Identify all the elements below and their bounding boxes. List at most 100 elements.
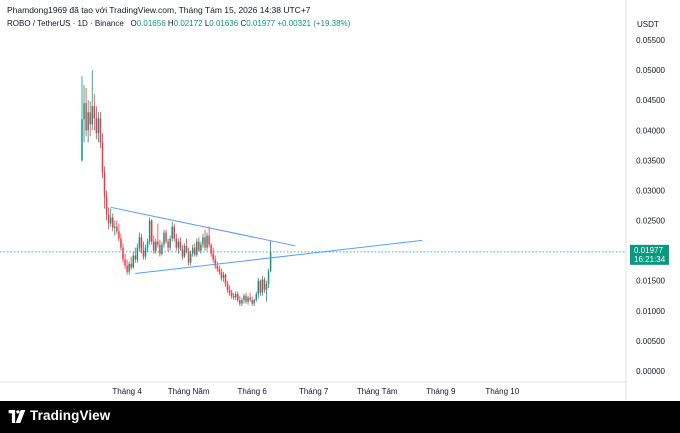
candle-body — [167, 241, 169, 248]
y-tick-label: 0.03000 — [636, 186, 665, 195]
currency-label[interactable]: USDT — [637, 20, 659, 29]
candle-body — [202, 237, 204, 245]
y-tick-label: 0.04500 — [636, 96, 665, 105]
close-label: C — [240, 19, 247, 28]
candle-body — [261, 279, 264, 293]
candle-body — [257, 280, 260, 294]
candle-body — [198, 241, 200, 251]
change-value: +0.00321 (+19.38%) — [277, 19, 351, 28]
candle-body — [87, 112, 89, 131]
candle-body — [157, 241, 159, 245]
candle-body — [136, 247, 139, 260]
symbol-label[interactable]: ROBO / TetherUS · 1D · Binance — [7, 19, 124, 28]
x-tick-label: Tháng Tám — [357, 387, 398, 396]
candle-body — [142, 250, 145, 257]
candle-body — [239, 299, 241, 304]
x-tick-label: Tháng 9 — [426, 387, 456, 396]
candle-body — [150, 220, 153, 242]
candle-body — [255, 293, 257, 300]
x-tick-label: Tháng Năm — [168, 387, 210, 396]
candle-body — [181, 249, 184, 257]
candle-body — [97, 118, 100, 134]
candle-body — [161, 244, 163, 254]
candle-body — [267, 271, 270, 284]
x-tick-label: Tháng 6 — [237, 387, 267, 396]
high-value: 0.02172 — [173, 19, 203, 28]
candle-body — [185, 245, 188, 252]
y-tick-label: 0.01500 — [636, 277, 665, 286]
trendline — [135, 239, 423, 275]
candle-body — [134, 255, 137, 260]
y-tick-label: 0.04000 — [636, 126, 665, 135]
candle-body — [214, 259, 216, 266]
candle-body — [206, 235, 208, 248]
candle-body — [112, 217, 114, 228]
y-tick-label: 0.05500 — [636, 36, 665, 45]
candle-body — [216, 265, 219, 269]
candle-body — [130, 263, 132, 268]
candle-body — [109, 217, 112, 224]
candle-body — [126, 265, 128, 272]
candle-body — [175, 238, 178, 248]
price-chart[interactable]: 0.05500 0.05000 0.04500 0.04000 0.03500 0.030… — [0, 0, 680, 400]
x-tick-label: Tháng 10 — [485, 387, 519, 396]
candle-body — [237, 293, 239, 300]
candle-body — [179, 241, 182, 250]
candle-body — [171, 226, 173, 239]
candle-body — [132, 255, 134, 268]
trendline — [110, 206, 296, 247]
candle-body — [165, 232, 167, 242]
candle-body — [235, 293, 237, 298]
price-tag-countdown: 16:21:34 — [634, 255, 666, 264]
candle-body — [194, 247, 196, 255]
candle-body — [200, 244, 202, 251]
open-value: 0.01656 — [136, 19, 166, 28]
candle-body — [196, 241, 198, 255]
candle-body — [103, 172, 106, 197]
candle-body — [208, 235, 210, 245]
candle-body — [177, 241, 180, 248]
high-label: H — [167, 19, 174, 28]
candle-body — [269, 251, 272, 272]
top-bar: Phamdong1969 đã tạo với TradingView.com,… — [0, 0, 680, 18]
candle-body — [251, 299, 253, 304]
low-label: L — [204, 19, 210, 28]
candle-body — [118, 231, 120, 239]
candle-body — [189, 253, 192, 263]
candle-body — [253, 299, 255, 304]
candle-body — [155, 241, 157, 251]
candle-body — [163, 232, 165, 245]
candle-body — [220, 271, 223, 278]
published-by-text: Phamdong1969 đã tạo với TradingView.com,… — [7, 5, 311, 15]
candle-body — [93, 106, 96, 119]
candle-body — [81, 119, 83, 161]
y-tick-label: 0.02500 — [636, 217, 665, 226]
footer-bar: TradingView — [0, 401, 680, 433]
candle-body — [224, 274, 227, 284]
candle-body — [138, 237, 141, 248]
price-tag — [630, 244, 669, 265]
candle-body — [148, 220, 151, 242]
candle-body — [128, 263, 130, 272]
candle-body — [232, 295, 235, 298]
candle-body — [101, 142, 104, 173]
candle-body — [95, 118, 98, 134]
candle-body — [107, 214, 110, 224]
candle-body — [140, 237, 143, 251]
candle-body — [249, 297, 251, 300]
candle-body — [99, 118, 102, 143]
open-label: O — [130, 19, 137, 28]
x-tick-label: Tháng 7 — [299, 387, 329, 396]
candle-body — [259, 280, 262, 293]
candle-body — [230, 292, 233, 296]
price-tag-value: 0.01977 — [634, 246, 663, 255]
y-tick-label: 0.03500 — [636, 156, 665, 165]
candle-body — [124, 259, 126, 266]
candle-body — [265, 283, 268, 290]
candle-body — [169, 238, 171, 248]
candle-body — [83, 103, 85, 120]
candle-body — [204, 237, 206, 248]
y-tick-label: 0.00000 — [636, 367, 665, 376]
candle-body — [263, 279, 266, 290]
